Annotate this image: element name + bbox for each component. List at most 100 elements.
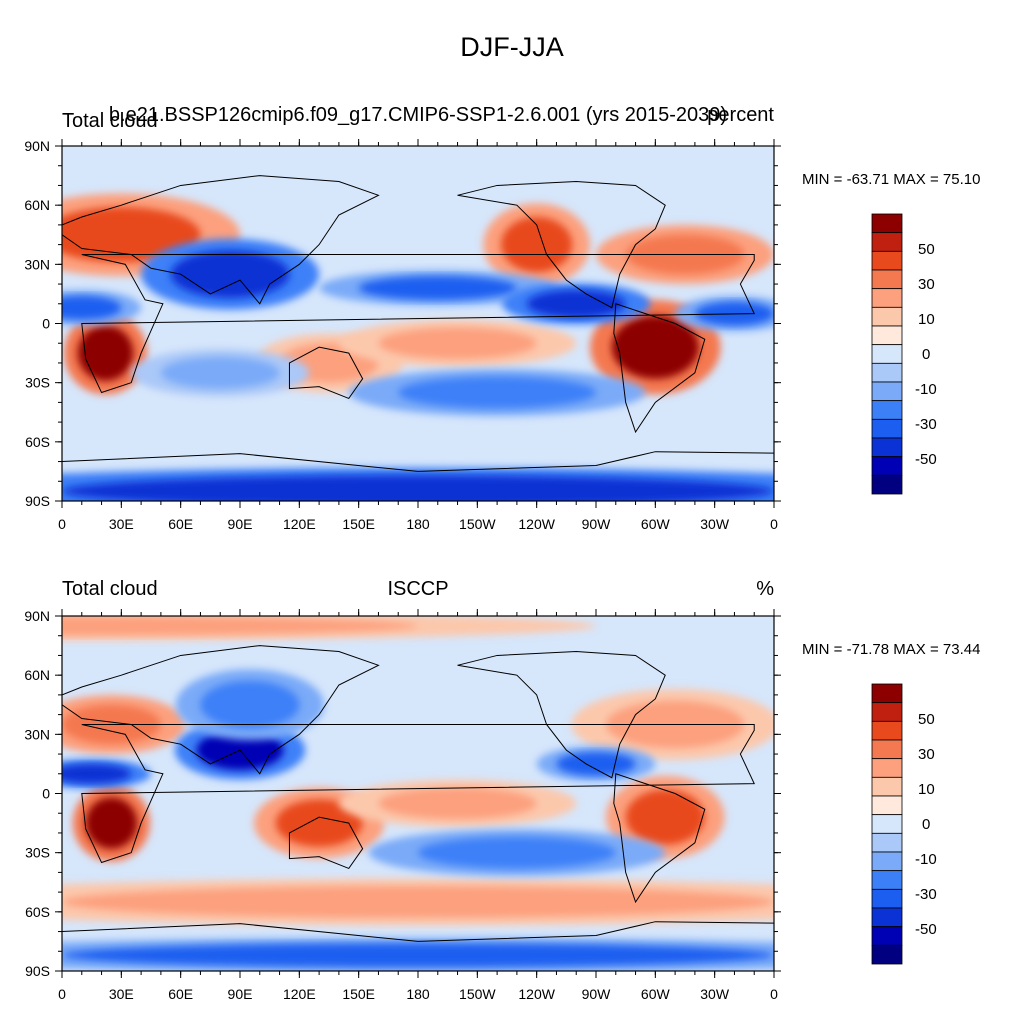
colorbar-swatch bbox=[871, 456, 903, 476]
colorbar-swatch bbox=[871, 907, 903, 928]
anomaly-core bbox=[611, 315, 699, 379]
y-tick-label: 60N bbox=[24, 197, 50, 213]
panel2-minmax: MIN = -71.78 MAX = 73.44 bbox=[802, 641, 981, 658]
anomaly-core bbox=[62, 943, 774, 968]
colorbar-swatch bbox=[871, 269, 903, 290]
x-tick-label: 0 bbox=[58, 986, 66, 1002]
x-tick-label: 0 bbox=[770, 516, 778, 532]
anomaly-core bbox=[378, 787, 537, 820]
colorbar-swatch bbox=[871, 288, 903, 308]
anomaly-core bbox=[378, 327, 537, 359]
colorbar-swatch bbox=[871, 832, 903, 853]
y-tick-label: 60N bbox=[24, 667, 50, 683]
x-tick-label: 150W bbox=[459, 516, 496, 532]
colorbar-swatch bbox=[871, 418, 903, 439]
colorbar-swatch bbox=[871, 758, 903, 778]
colorbar-swatch bbox=[871, 362, 903, 383]
anomaly-core bbox=[62, 475, 774, 501]
panel1-minmax: MIN = -63.71 MAX = 75.10 bbox=[802, 171, 981, 188]
panel1-colorbar-label: -50 bbox=[915, 451, 937, 468]
panel2-colorbar-label: 10 bbox=[918, 781, 935, 798]
colorbar-swatch bbox=[871, 325, 903, 346]
panel1-colorbar-label: 10 bbox=[918, 311, 935, 328]
y-tick-label: 30N bbox=[24, 256, 50, 272]
coastlines bbox=[62, 645, 774, 942]
panel1-left-title: Total cloud bbox=[62, 110, 158, 132]
x-tick-label: 120W bbox=[518, 516, 555, 532]
x-tick-label: 30W bbox=[700, 516, 730, 532]
colorbar-swatch bbox=[871, 344, 903, 364]
panel1-colorbar-label: 30 bbox=[918, 276, 935, 293]
colorbar-swatch bbox=[871, 795, 903, 816]
x-tick-label: 90W bbox=[582, 516, 612, 532]
y-tick-label: 60S bbox=[25, 434, 50, 450]
anomaly-core bbox=[62, 295, 122, 320]
coastline bbox=[288, 346, 364, 400]
x-tick-label: 90E bbox=[228, 986, 253, 1002]
coastline bbox=[288, 816, 364, 870]
coastline bbox=[81, 723, 756, 864]
colorbar-swatch bbox=[871, 944, 903, 965]
panel2-colorbar-label: 30 bbox=[918, 746, 935, 763]
y-tick-label: 90N bbox=[24, 138, 50, 154]
x-tick-label: 30W bbox=[700, 986, 730, 1002]
anomaly-core bbox=[526, 289, 626, 318]
x-tick-label: 120W bbox=[518, 986, 555, 1002]
colorbar-swatch bbox=[871, 776, 903, 797]
x-tick-label: 60E bbox=[168, 516, 193, 532]
panel1-center-title: b.e21.BSSP126cmip6.f09_g17.CMIP6-SSP1-2.… bbox=[108, 104, 728, 126]
anomaly-core bbox=[170, 250, 290, 298]
colorbar-swatch bbox=[871, 851, 903, 872]
y-tick-label: 90S bbox=[25, 493, 50, 509]
colorbar-swatch bbox=[871, 720, 903, 741]
colorbar-swatch bbox=[871, 870, 903, 890]
panel2-colorbar-label: 0 bbox=[922, 816, 931, 833]
colorbar-swatch bbox=[871, 739, 903, 760]
x-tick-label: 120E bbox=[283, 516, 316, 532]
panel2-colorbar-label: 50 bbox=[918, 711, 935, 728]
colorbar-swatch bbox=[871, 683, 903, 704]
panel1-colorbar-label: -30 bbox=[915, 416, 937, 433]
x-tick-label: 180 bbox=[406, 516, 430, 532]
colorbar-swatch bbox=[871, 702, 903, 722]
anomaly-core bbox=[398, 376, 596, 409]
figure-title: DJF-JJA bbox=[460, 32, 564, 62]
coastline bbox=[613, 303, 706, 434]
anomaly-core bbox=[160, 357, 280, 389]
coastline bbox=[613, 773, 706, 904]
x-tick-label: 60E bbox=[168, 986, 193, 1002]
anomaly-core bbox=[556, 752, 636, 776]
colorbar-swatch bbox=[871, 926, 903, 946]
y-tick-label: 0 bbox=[42, 316, 50, 332]
anomaly-core bbox=[62, 886, 774, 918]
panel2-left-title: Total cloud bbox=[62, 578, 158, 600]
anomaly-core bbox=[200, 681, 300, 729]
panel1-right-title: percent bbox=[707, 104, 774, 126]
x-tick-label: 60W bbox=[641, 986, 671, 1002]
colorbar-swatch bbox=[871, 474, 903, 495]
coastline bbox=[62, 645, 380, 775]
colorbar-swatch bbox=[871, 814, 903, 834]
x-tick-label: 0 bbox=[58, 516, 66, 532]
colorbar-swatch bbox=[871, 888, 903, 909]
panel1-colorbar-label: 50 bbox=[918, 241, 935, 258]
panel2-colorbar-label: -10 bbox=[915, 851, 937, 868]
coastline bbox=[457, 180, 666, 309]
panel2-center-title: ISCCP bbox=[387, 578, 449, 600]
x-tick-label: 120E bbox=[283, 986, 316, 1002]
colorbar-swatch bbox=[871, 232, 903, 252]
x-tick-label: 150W bbox=[459, 986, 496, 1002]
coastline bbox=[81, 253, 756, 394]
y-tick-label: 30S bbox=[25, 375, 50, 391]
map-field-1 bbox=[62, 146, 774, 501]
anomaly-core bbox=[62, 616, 418, 636]
coastline bbox=[457, 650, 666, 779]
anomaly-core bbox=[85, 797, 138, 849]
x-tick-label: 30E bbox=[109, 986, 134, 1002]
anomaly-core bbox=[501, 217, 573, 273]
anomaly-core bbox=[418, 836, 616, 869]
colorbar-swatch bbox=[871, 437, 903, 458]
colorbar-swatch bbox=[871, 381, 903, 402]
x-tick-label: 60W bbox=[641, 516, 671, 532]
